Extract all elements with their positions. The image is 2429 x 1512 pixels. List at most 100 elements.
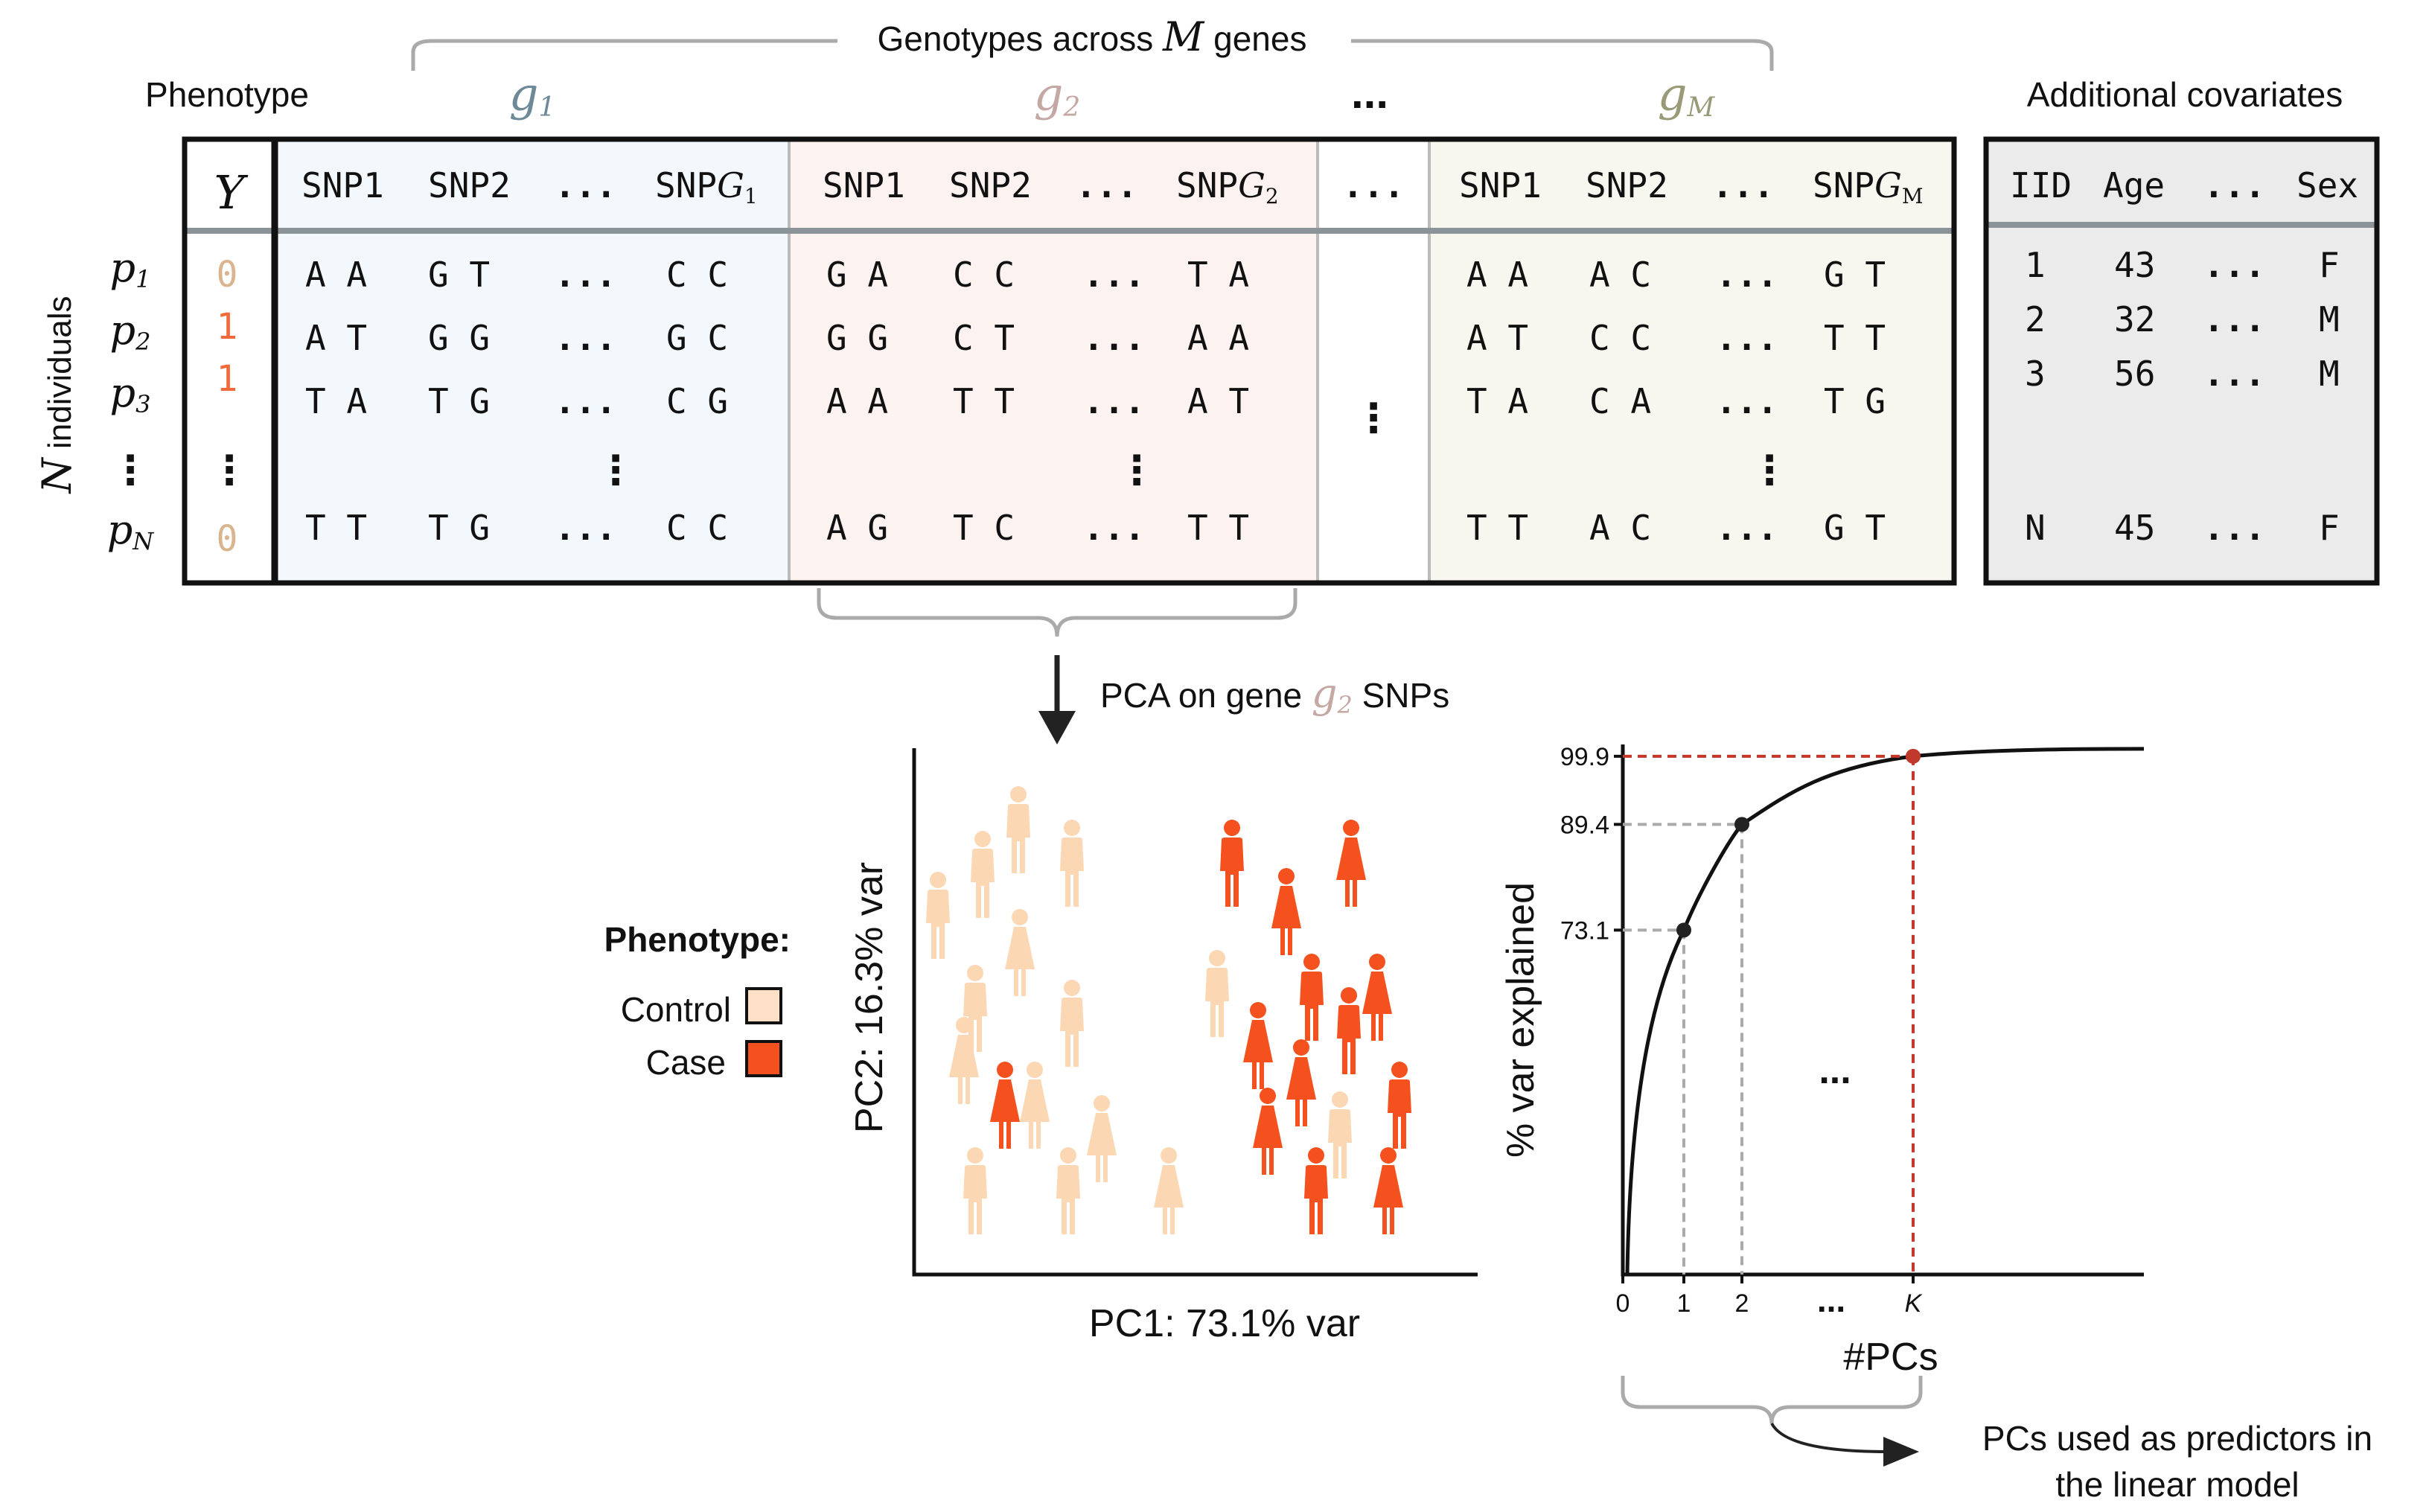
case-person-icon [1300,954,1324,1041]
control-person-icon [963,1147,987,1234]
data-point [1906,748,1921,764]
svg-text:G G: G G [826,318,888,358]
svg-text:G T: G T [1824,508,1886,548]
case-person-icon [990,1062,1020,1149]
x-tick-label: K [1905,1289,1923,1318]
x-tick-label: ... [1817,1280,1845,1319]
svg-text:C C: C C [953,255,1015,295]
gene-block-g1: SNP1 SNP2 ... SNPG1 A A G T... C C A T G G.… [301,165,758,548]
svg-text:N: N [2025,508,2046,548]
individual-p1: p1 [110,244,151,293]
svg-text:A C: A C [1589,508,1651,548]
svg-text:A T: A T [1187,381,1249,421]
y-tick-label: 89.4 [1560,811,1609,839]
svg-text:...: ... [1083,508,1145,548]
svg-text:G C: G C [666,318,728,358]
svg-text:⋮: ⋮ [1117,448,1157,493]
control-person-icon [1328,1091,1352,1178]
pca-arrow-label: PCA on gene g2 SNPs [1100,670,1449,721]
svg-text:...: ... [555,508,616,548]
gene-block-gM: SNP1 SNP2 ... SNPGM A A A C... G T A T C C.… [1459,165,1924,548]
svg-text:T A: T A [1187,255,1249,295]
svg-text:A A: A A [305,255,367,295]
data-point [1734,817,1749,832]
svg-text:F: F [2319,245,2340,285]
svg-text:A T: A T [1466,318,1528,358]
control-person-icon [1060,980,1084,1067]
snp-header: SNP1 [301,165,384,205]
individual-pN: pN [107,506,155,555]
svg-text:45: 45 [2114,508,2155,548]
phenotype-vdots: ⋮ [209,448,249,493]
individual-p3: p3 [110,369,151,418]
case-person-icon [1362,954,1392,1041]
x-tick-label: 0 [1616,1289,1630,1318]
snp-header: SNPG2 [1176,165,1279,208]
legend-swatch-control [745,987,782,1024]
case-person-icon [1304,1147,1328,1234]
snp-header: SNP2 [1586,165,1668,205]
pcs-arrow [1770,1422,1888,1453]
svg-text:C C: C C [1589,318,1651,358]
snp-header: ... [555,165,616,205]
svg-text:...: ... [1716,508,1778,548]
svg-text:A C: A C [1589,255,1651,295]
chart-xlabel: #PCs [1843,1336,1938,1379]
case-person-icon [1373,1147,1403,1234]
gene-label-ellipsis: ... [1351,68,1388,118]
snp-header: ... [1076,165,1137,205]
svg-text:...: ... [1716,318,1778,358]
svg-text:T T: T T [953,381,1015,421]
snp-header: ... [1712,165,1774,205]
svg-text:G G: G G [428,318,490,358]
covariate-header: IID [2010,165,2072,205]
svg-text:A A: A A [1187,318,1249,358]
genotype-table-box [272,136,1957,586]
case-person-icon [1286,1039,1316,1126]
svg-text:T A: T A [1466,381,1528,421]
gene-block-g2-bg [789,138,1318,584]
gene-label-g2: g2 [1034,67,1081,123]
phenotype-value-1: 0 [217,254,238,296]
svg-text:A T: A T [305,318,367,358]
genotypes-brace [411,39,1774,71]
snp-header: SNP1 [823,165,905,205]
control-person-icon [949,1017,979,1104]
svg-text:...: ... [1083,318,1145,358]
variance-curve [1625,747,2145,1275]
covariate-header: Age [2103,165,2165,205]
covariates-table: IID Age ... Sex 1 43... F 2 32... M 3 56... M … [2010,165,2358,548]
pca-ylabel: PC2: 16.3% var [848,862,891,1133]
individual-p2: p2 [110,307,151,356]
snp-header: SNPG1 [655,165,758,208]
covariate-header: Sex [2296,165,2358,205]
svg-text:T A: T A [305,381,367,421]
svg-text:T T: T T [1824,318,1886,358]
covariate-header: ... [2203,165,2265,205]
svg-text:⋮: ⋮ [596,448,636,493]
genotypes-title: Genotypes across M genes [878,13,1307,60]
svg-text:T G: T G [428,381,490,421]
svg-text:M: M [2319,299,2340,339]
control-person-icon [926,872,950,959]
covariates-label: Additional covariates [2027,75,2343,114]
control-person-icon [1087,1095,1117,1182]
covariates-table-box [1983,136,2380,586]
footer-line2: the linear model [2055,1465,2299,1504]
pcs-arrowhead [1883,1437,1919,1467]
case-person-icon [1253,1088,1283,1175]
svg-text:A G: A G [826,508,888,548]
svg-text:...: ... [1083,381,1145,421]
svg-text:G T: G T [428,255,490,295]
control-person-icon [1056,1147,1080,1234]
gene-block-g2: SNP1 SNP2 ... SNPG2 G A C C... T A G G C T.… [823,165,1279,548]
pca-xlabel: PC1: 73.1% var [1089,1302,1360,1345]
control-person-icon [1005,909,1035,996]
snp-header: SNP1 [1459,165,1542,205]
phenotype-label: Phenotype [145,75,309,114]
svg-text:T T: T T [305,508,367,548]
svg-text:...: ... [2203,299,2265,339]
svg-text:F: F [2319,508,2340,548]
y-tick-label: 73.1 [1560,916,1609,945]
legend-title: Phenotype: [604,920,791,959]
